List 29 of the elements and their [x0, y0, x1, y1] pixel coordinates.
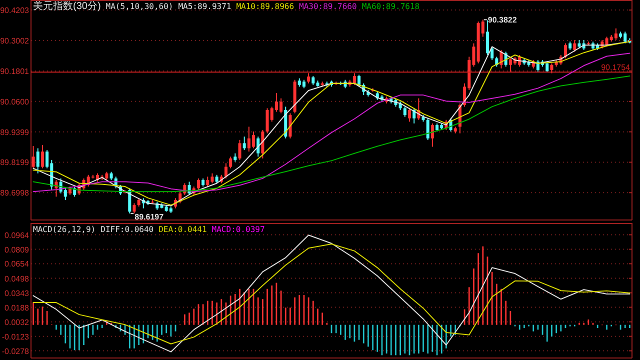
y-tick-label: 0.0809 — [4, 245, 30, 254]
y-tick-label: 0.0343 — [4, 288, 30, 298]
chart-title: MACD(26,12,9) — [33, 225, 96, 234]
y-tick-label: 89.6998 — [0, 188, 30, 198]
ref-line-label: 90.1754 — [601, 63, 631, 72]
text: MA5:89.9371 — [178, 2, 232, 11]
y-tick-label: 89.8199 — [0, 158, 30, 168]
annotation: 89.6197 — [134, 212, 164, 222]
y-tick-label: -0.0123 — [2, 332, 30, 342]
y-tick-label: 89.9399 — [0, 128, 30, 137]
text: MA30:89.7660 — [299, 2, 357, 11]
y-tick-label: 0.0188 — [4, 303, 30, 312]
y-tick-label: 90.0600 — [0, 97, 30, 106]
annotation: 90.3822 — [488, 16, 518, 25]
chart-title: 美元指数(30分) — [33, 0, 101, 12]
annotation: MACD:0.0397 — [212, 225, 265, 234]
text: MA10:89.8966 — [236, 2, 294, 11]
y-tick-label: -0.0278 — [2, 346, 30, 356]
text: DIFF:0.0640 — [100, 225, 154, 234]
y-tick-label: 0.0498 — [4, 274, 30, 284]
y-tick-label: 0.0654 — [4, 260, 30, 269]
y-tick-label: 0.0964 — [4, 230, 30, 240]
chart-title: MA(5,10,30,60) — [106, 2, 174, 11]
y-tick-label: 0.0032 — [4, 318, 30, 327]
text: DEA:0.0441 — [158, 225, 207, 234]
y-tick-label: 90.3002 — [0, 36, 30, 46]
text: MA60:89.7618 — [362, 2, 420, 11]
y-tick-label: 90.4203 — [0, 6, 30, 16]
y-tick-label: 90.1801 — [0, 66, 30, 76]
